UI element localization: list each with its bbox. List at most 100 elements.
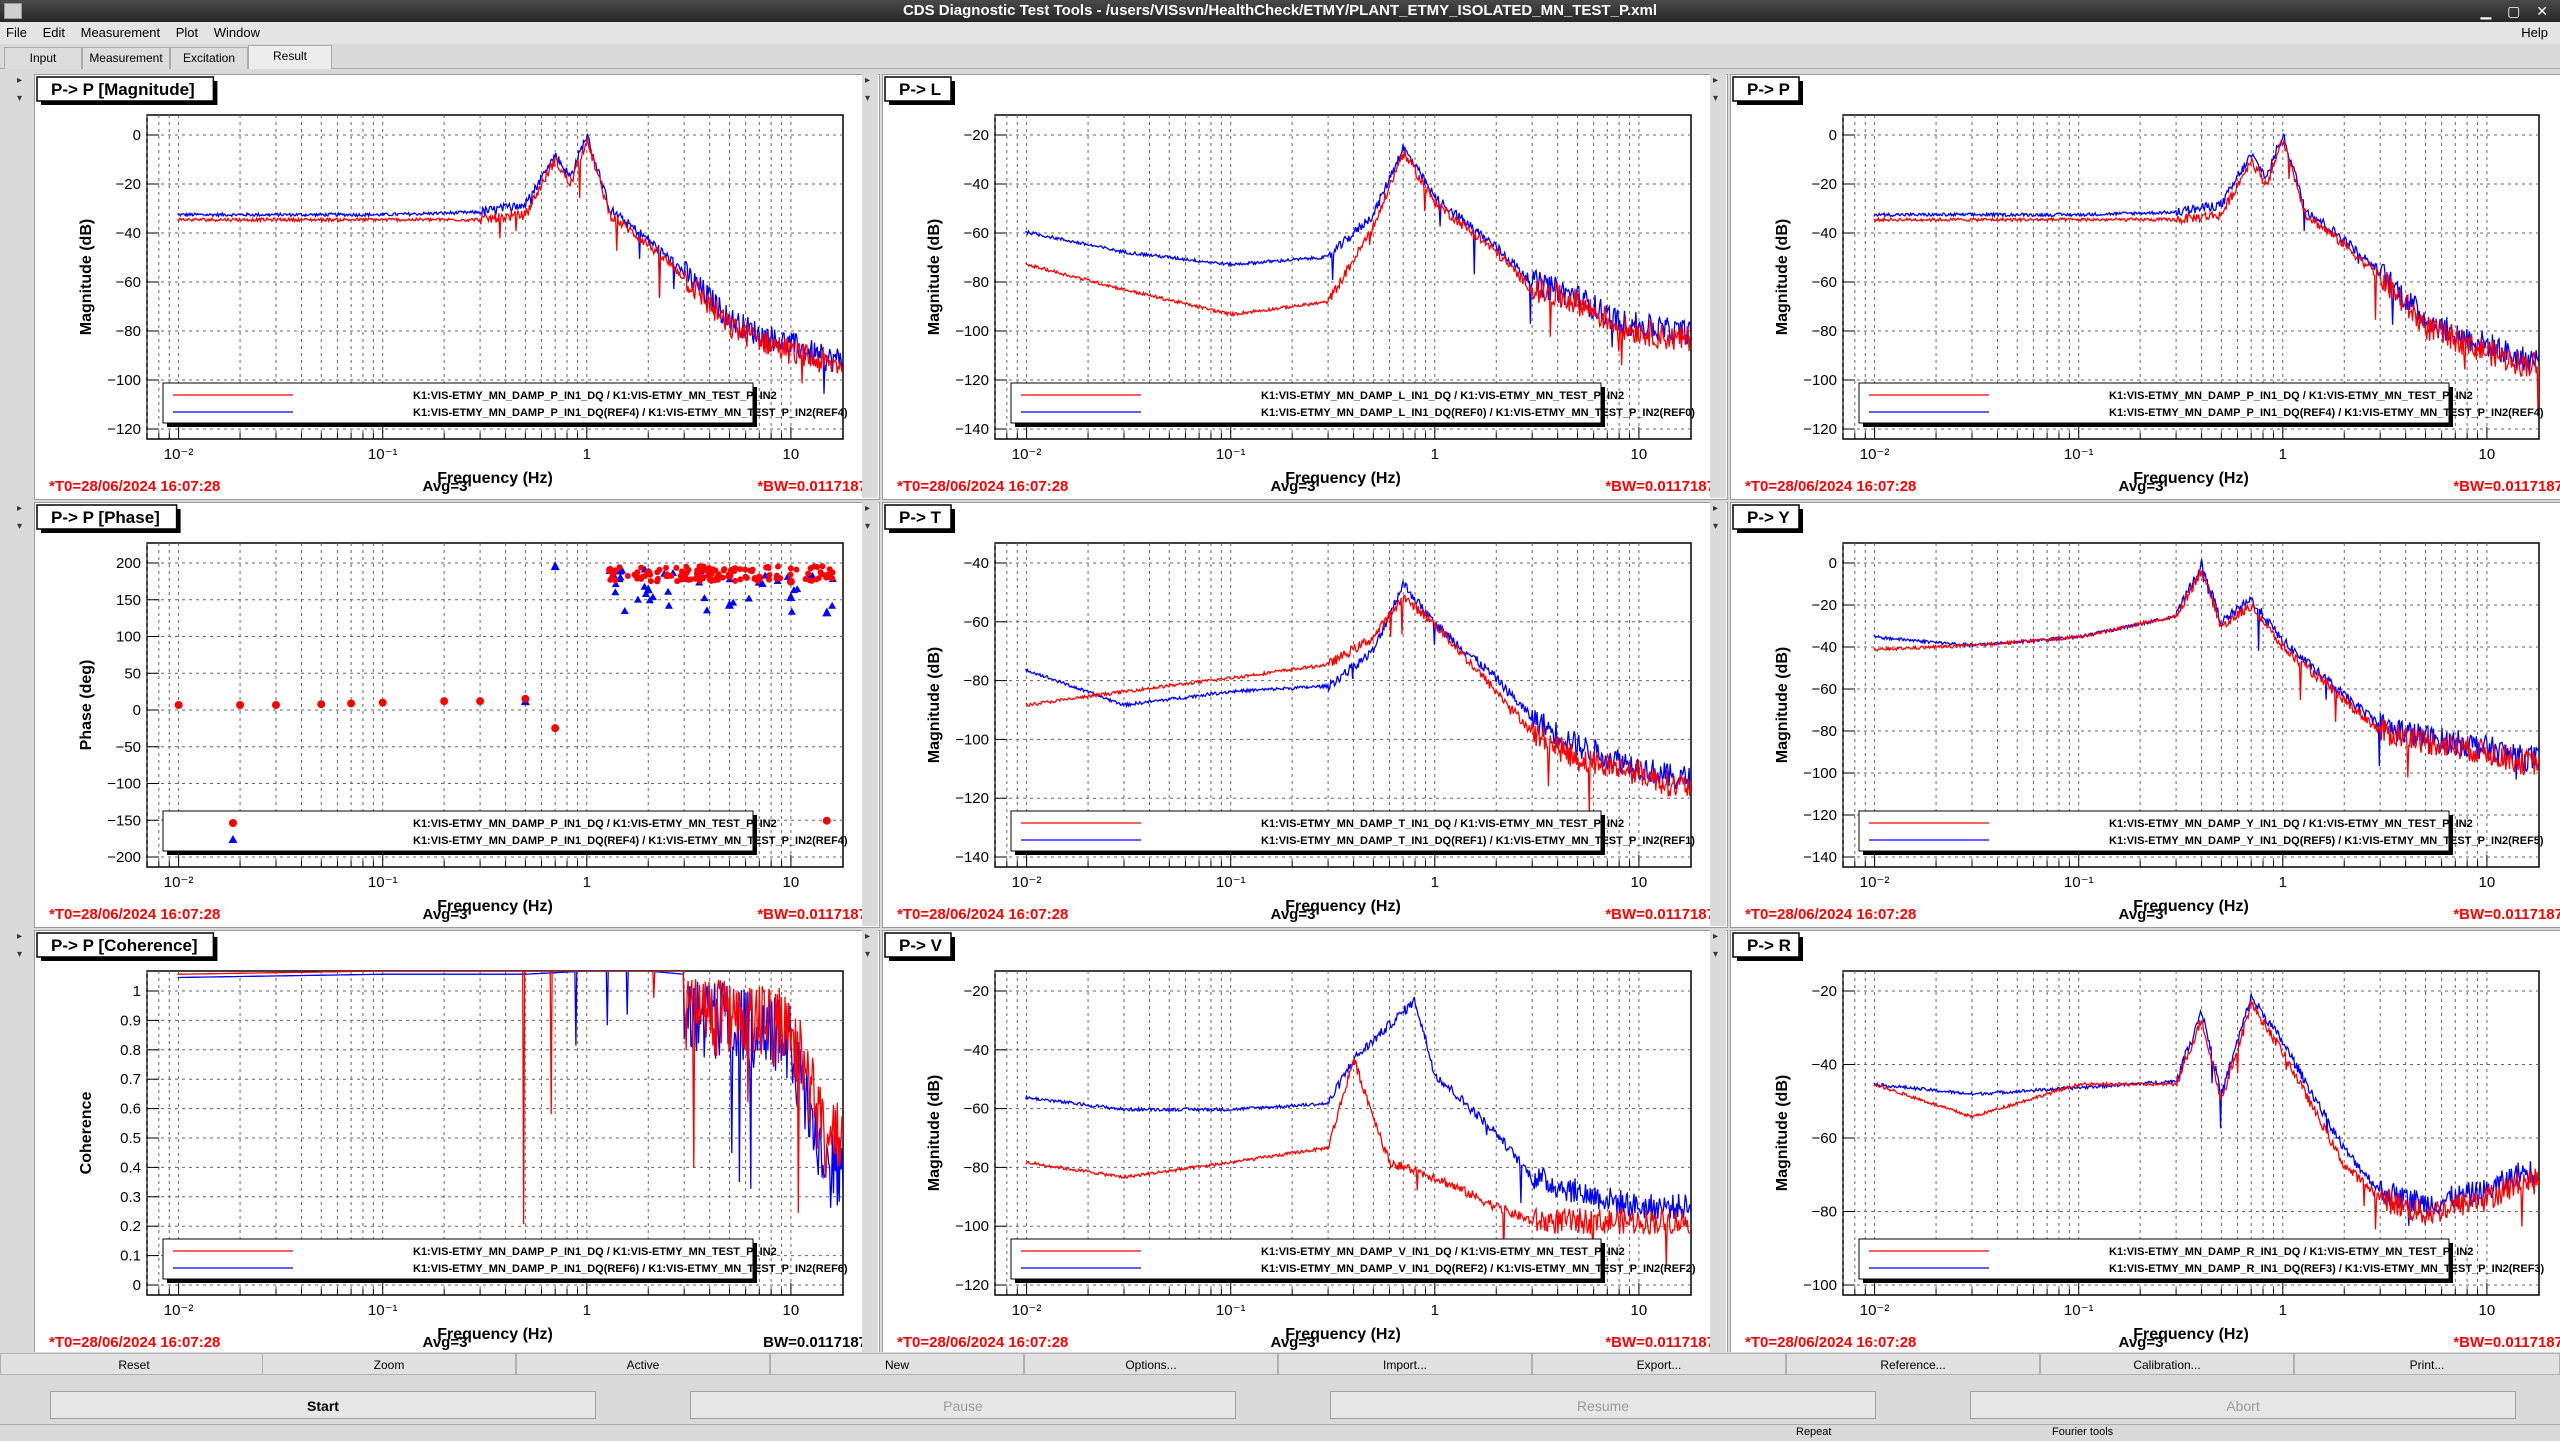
x-tick-label: 10⁻¹ <box>368 446 398 463</box>
panel-options-arrow-icon[interactable]: ▾ <box>17 949 23 960</box>
x-tick-label: 1 <box>583 446 591 463</box>
plot-panel[interactable]: P-> R −20 −40 −60 −80 −100 10⁻² 10⁻¹ 1 10 Frequenc… <box>1730 930 2560 1356</box>
panel-options-arrow-icon[interactable]: ▾ <box>17 93 23 104</box>
tab-measurement[interactable]: Measurement <box>82 47 170 69</box>
x-tick-label: 1 <box>2279 1302 2287 1319</box>
panel-options-arrow-icon[interactable]: ▾ <box>1713 93 1719 104</box>
legend-marker <box>228 835 238 843</box>
start-button[interactable]: Start <box>50 1391 596 1419</box>
plot-canvas[interactable]: P-> P [Coherence] 1 0.9 0.8 0.7 0.6 0.5 0.4 0.3 0… <box>35 931 879 1355</box>
reference-button[interactable]: Reference... <box>1786 1353 2040 1375</box>
menu-edit[interactable]: Edit <box>42 25 65 40</box>
plot-canvas[interactable]: P-> R −20 −40 −60 −80 −100 10⁻² 10⁻¹ 1 10 Frequenc… <box>1731 931 2560 1355</box>
panel-title-box <box>884 76 952 102</box>
x-tick-label: 10⁻² <box>1012 446 1042 463</box>
plot-data-area <box>1025 144 1691 366</box>
panel-expand-arrow-icon[interactable]: ▸ <box>865 503 871 514</box>
y-axis-label: Magnitude (dB) <box>78 219 95 335</box>
panel-options-arrow-icon[interactable]: ▾ <box>865 93 871 104</box>
x-tick-label: 10 <box>2479 874 2496 891</box>
y-tick-label: −40 <box>1812 639 1837 656</box>
tab-result[interactable]: Result <box>248 45 332 69</box>
legend-label: K1:VIS-ETMY_MN_DAMP_V_IN1_DQ(REF2) / K1:… <box>1261 1263 1696 1275</box>
panel-expand-arrow-icon[interactable]: ▸ <box>1713 503 1719 514</box>
print-button[interactable]: Print... <box>2294 1353 2560 1375</box>
panel-expand-arrow-icon[interactable]: ▸ <box>17 931 23 942</box>
data-series-line <box>1873 569 2539 778</box>
plot-data-area <box>1024 579 1691 813</box>
data-point <box>702 606 711 614</box>
plot-canvas[interactable]: P-> T −40 −60 −80 −100 −120 −140 10⁻² 10⁻¹ 1 10 Fre… <box>883 503 1727 927</box>
menu-help[interactable]: Help <box>2521 25 2548 40</box>
x-axis-label: Frequency (Hz) <box>437 470 553 487</box>
y-tick-label: −100 <box>107 372 141 389</box>
plot-panel[interactable]: P-> P [Coherence] 1 0.9 0.8 0.7 0.6 0.5 0.4 0.3 0… <box>34 930 880 1356</box>
menu-measurement[interactable]: Measurement <box>80 25 161 40</box>
plot-panel[interactable]: P-> V −20 −40 −60 −80 −100 −120 10⁻² 10⁻¹ 1 10 Freq… <box>882 930 1728 1356</box>
menu-window[interactable]: Window <box>213 25 260 40</box>
data-point <box>725 573 732 580</box>
y-tick-label: −150 <box>107 812 141 829</box>
plot-panel[interactable]: P-> P [Phase] 200 150 100 50 0 −50 −100 −150 −200… <box>34 502 880 928</box>
active-button[interactable]: Active <box>516 1353 770 1375</box>
plot-panel[interactable]: P-> P [Magnitude] 0 −20 −40 −60 −80 −100 −120 10… <box>34 74 880 500</box>
y-tick-label: −80 <box>1812 1204 1837 1221</box>
panel-options-arrow-icon[interactable]: ▾ <box>1713 949 1719 960</box>
tab-excitation[interactable]: Excitation <box>170 47 248 69</box>
zoom-button[interactable]: Zoom <box>262 1353 516 1375</box>
export-button[interactable]: Export... <box>1532 1353 1786 1375</box>
menu-file[interactable]: File <box>6 25 27 40</box>
app-icon[interactable] <box>4 3 22 19</box>
data-series-line <box>1025 1059 1691 1267</box>
x-tick-label: 10 <box>1631 446 1648 463</box>
resume-button[interactable]: Resume <box>1330 1391 1876 1419</box>
x-tick-label: 1 <box>2279 874 2287 891</box>
plot-panel[interactable]: P-> Y 0 −20 −40 −60 −80 −100 −120 −140 10⁻² 10⁻¹ 1 1… <box>1730 502 2560 928</box>
new-button[interactable]: New <box>770 1353 1024 1375</box>
panel-expand-arrow-icon[interactable]: ▸ <box>1713 75 1719 86</box>
pause-button[interactable]: Pause <box>690 1391 1236 1419</box>
options-button[interactable]: Options... <box>1024 1353 1278 1375</box>
abort-button[interactable]: Abort <box>1970 1391 2516 1419</box>
reset-button[interactable]: Reset <box>0 1353 268 1375</box>
data-point <box>709 566 716 573</box>
data-point <box>819 563 826 570</box>
panel-expand-arrow-icon[interactable]: ▸ <box>17 503 23 514</box>
plot-canvas[interactable]: P-> L −20 −40 −60 −80 −100 −120 −140 10⁻² 10⁻¹ 1 10… <box>883 75 1727 499</box>
x-tick-label: 1 <box>583 1302 591 1319</box>
plot-canvas[interactable]: P-> P [Phase] 200 150 100 50 0 −50 −100 −150 −200… <box>35 503 879 927</box>
window-controls[interactable]: ▁ ▢ ✕ <box>2480 3 2554 19</box>
y-tick-label: −60 <box>116 274 141 291</box>
data-point <box>793 585 802 593</box>
data-series-line <box>1873 1000 2539 1230</box>
panel-expand-arrow-icon[interactable]: ▸ <box>1713 931 1719 942</box>
plot-canvas[interactable]: P-> P 0 −20 −40 −60 −80 −100 −120 10⁻² 10⁻¹ 1 10 Fre… <box>1731 75 2560 499</box>
panel-expand-arrow-icon[interactable]: ▸ <box>865 75 871 86</box>
y-tick-label: −60 <box>964 1101 989 1118</box>
y-axis-label: Magnitude (dB) <box>1774 1075 1791 1191</box>
panel-expand-arrow-icon[interactable]: ▸ <box>17 75 23 86</box>
panel-options-arrow-icon[interactable]: ▾ <box>865 521 871 532</box>
panel-options-arrow-icon[interactable]: ▾ <box>17 521 23 532</box>
tab-input[interactable]: Input <box>4 47 82 69</box>
panel-title-shadow <box>41 101 218 105</box>
panel-expand-arrow-icon[interactable]: ▸ <box>865 931 871 942</box>
data-point <box>787 565 794 572</box>
plot-panel[interactable]: P-> T −40 −60 −80 −100 −120 −140 10⁻² 10⁻¹ 1 10 Fre… <box>882 502 1728 928</box>
menu-plot[interactable]: Plot <box>175 25 199 40</box>
calibration-button[interactable]: Calibration... <box>2040 1353 2294 1375</box>
panel-options-arrow-icon[interactable]: ▾ <box>865 949 871 960</box>
x-tick-label: 10⁻¹ <box>368 1302 398 1319</box>
plot-canvas[interactable]: P-> Y 0 −20 −40 −60 −80 −100 −120 −140 10⁻² 10⁻¹ 1 1… <box>1731 503 2560 927</box>
x-tick-label: 1 <box>1431 874 1439 891</box>
y-tick-label: 0.4 <box>120 1159 141 1176</box>
plot-panel[interactable]: P-> L −20 −40 −60 −80 −100 −120 −140 10⁻² 10⁻¹ 1 10… <box>882 74 1728 500</box>
panel-options-arrow-icon[interactable]: ▾ <box>1713 521 1719 532</box>
footer-avg: Avg=3 <box>423 1334 468 1351</box>
panel-title-shadow <box>951 81 955 103</box>
plot-canvas[interactable]: P-> V −20 −40 −60 −80 −100 −120 10⁻² 10⁻¹ 1 10 Freq… <box>883 931 1727 1355</box>
plot-canvas[interactable]: P-> P [Magnitude] 0 −20 −40 −60 −80 −100 −120 10… <box>35 75 879 499</box>
import-button[interactable]: Import... <box>1278 1353 1532 1375</box>
plot-panel[interactable]: P-> P 0 −20 −40 −60 −80 −100 −120 10⁻² 10⁻¹ 1 10 Fre… <box>1730 74 2560 500</box>
y-tick-label: 0.8 <box>120 1042 141 1059</box>
